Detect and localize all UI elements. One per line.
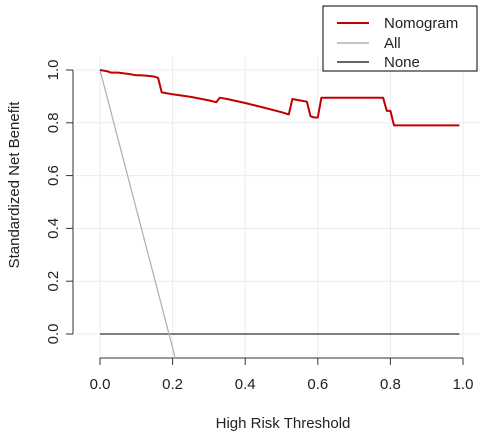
x-tick-label-2: 0.4 [235,376,256,393]
series-line-nomogram [99,69,460,127]
x-tick-label-4: 0.8 [380,376,401,393]
y-tick-label-1: 0.2 [45,271,62,292]
series-layer [99,69,460,358]
grid [76,57,480,358]
y-tick-label-2: 0.4 [45,218,62,239]
y-tick-label-3: 0.6 [45,165,62,186]
x-axis-title: High Risk Threshold [216,415,351,432]
legend-box [322,5,478,72]
x-tick-label-3: 0.6 [307,376,328,393]
legend-label-none: None [384,54,420,71]
axes: 0.0 0.2 0.4 0.6 0.8 1.0 0.0 0.2 0.4 0.6 0.8 1.0 [45,60,473,393]
legend-label-all: All [384,35,401,52]
x-tick-label-0: 0.0 [90,376,111,393]
y-tick-label-0: 0.0 [45,324,62,345]
y-tick-label-5: 1.0 [45,60,62,81]
series-line-all [99,69,176,358]
legend: Nomogram All None [322,5,478,72]
legend-label-nomogram: Nomogram [384,15,458,32]
x-tick-label-5: 1.0 [453,376,474,393]
y-tick-label-4: 0.8 [45,112,62,133]
x-tick-label-1: 0.2 [162,376,183,393]
y-axis-title: Standardized Net Benefit [6,101,23,269]
